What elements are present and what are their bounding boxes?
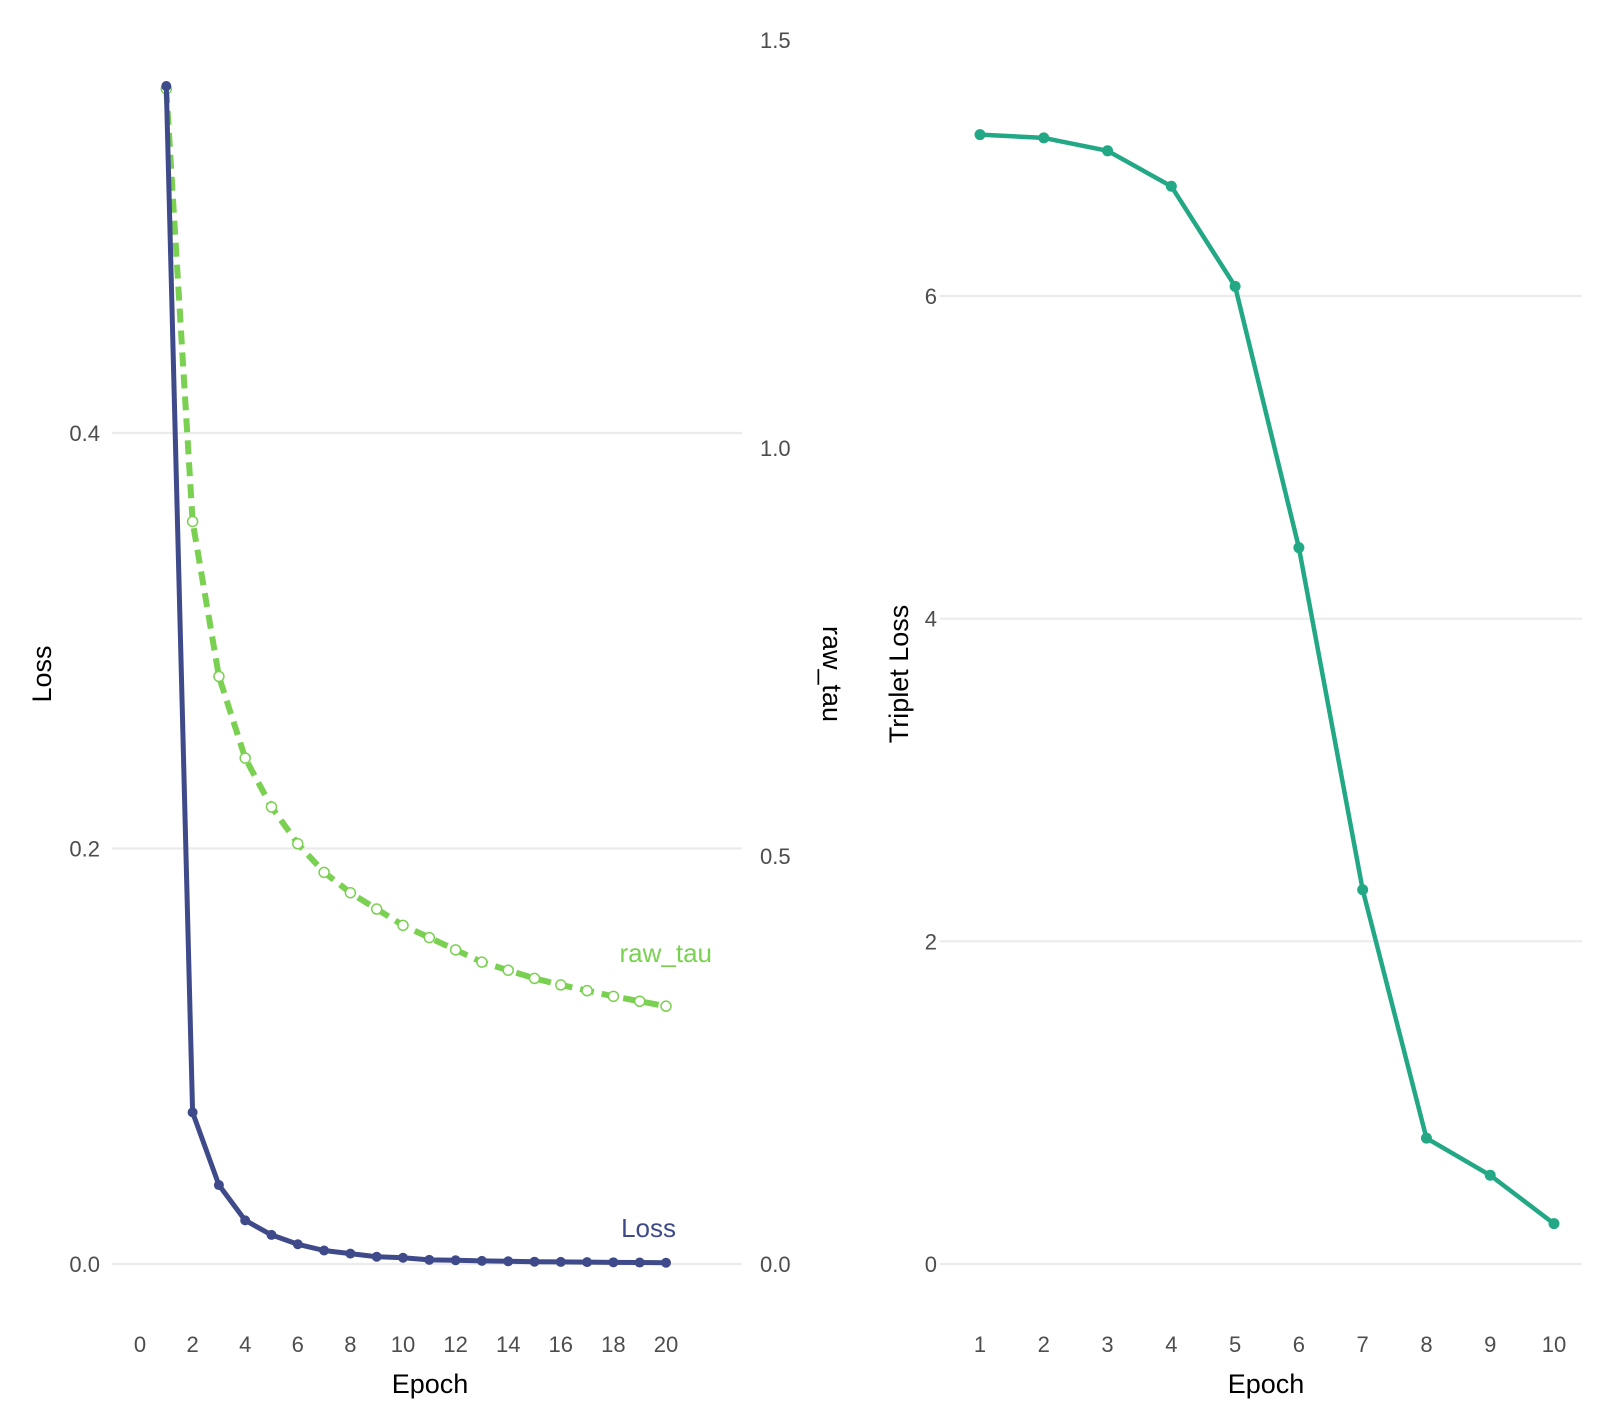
loss-point <box>424 1254 435 1265</box>
loss-point <box>503 1256 514 1267</box>
loss-series-line <box>163 85 667 1266</box>
loss-point <box>213 1180 224 1191</box>
triplet-loss-point <box>1357 884 1369 896</box>
loss-y-axis-title: Loss <box>27 645 57 702</box>
raw-tau-series-line <box>163 88 667 1010</box>
loss-point <box>345 1248 356 1259</box>
loss-y-tick-label: 0.2 <box>69 837 100 862</box>
triplet-loss-point <box>1102 145 1114 157</box>
raw-tau-point <box>344 886 357 899</box>
raw-tau-point <box>449 944 462 956</box>
loss-point <box>476 1255 487 1266</box>
loss-point <box>240 1215 251 1226</box>
triplet-loss-panel: 0 2 4 6 1 2 3 4 5 6 7 8 9 10 Epoch Triplet Loss <box>884 129 1582 1399</box>
raw-tau-point <box>476 956 488 968</box>
loss-point <box>529 1256 540 1267</box>
loss-point <box>187 1107 198 1118</box>
triplet-x-tick-label: 1 <box>974 1332 986 1357</box>
raw-tau-point <box>318 866 330 879</box>
raw-tau-point <box>213 670 225 683</box>
triplet-loss-point <box>974 129 986 141</box>
raw-tau-point <box>660 1000 672 1012</box>
raw-tau-point <box>292 838 304 850</box>
loss-point <box>450 1255 461 1266</box>
loss-y-tick-label: 0.0 <box>69 1252 100 1277</box>
raw-tau-y-tick-label: 0.0 <box>760 1252 791 1277</box>
loss-x-tick-label: 6 <box>292 1332 304 1357</box>
loss-raw-tau-panel: 0.0 0.2 0.4 0.0 0.5 1.0 1.5 0 2 4 6 8 10 12 14 16 18 20 Ep… <box>27 28 847 1399</box>
triplet-x-tick-label: 6 <box>1293 1332 1305 1357</box>
triplet-x-tick-label: 7 <box>1357 1332 1369 1357</box>
loss-point <box>319 1245 330 1256</box>
triplet-loss-point <box>1165 180 1177 192</box>
raw-tau-y-tick-label: 1.0 <box>760 436 791 461</box>
raw-tau-point <box>528 972 541 985</box>
raw-tau-point <box>581 984 593 997</box>
triplet-y-tick-label: 6 <box>925 284 937 309</box>
loss-point <box>608 1257 619 1268</box>
loss-x-axis-title: Epoch <box>392 1369 469 1399</box>
loss-point <box>371 1251 382 1262</box>
triplet-x-tick-label: 2 <box>1038 1332 1050 1357</box>
triplet-x-tick-label: 5 <box>1229 1332 1241 1357</box>
triplet-loss-point <box>1548 1218 1560 1230</box>
triplet-y-tick-label: 2 <box>925 929 937 954</box>
triplet-x-tick-label: 9 <box>1484 1332 1496 1357</box>
raw-tau-point <box>397 919 409 932</box>
raw-tau-point <box>423 931 436 944</box>
raw-tau-point <box>370 903 383 915</box>
loss-point <box>555 1256 566 1267</box>
triplet-x-axis-title: Epoch <box>1228 1369 1305 1399</box>
triplet-x-tick-label: 8 <box>1420 1332 1432 1357</box>
triplet-loss-point <box>1229 280 1241 292</box>
loss-x-tick-label: 12 <box>443 1332 467 1357</box>
triplet-loss-point <box>1293 542 1305 554</box>
loss-x-tick-label: 20 <box>654 1332 678 1357</box>
loss-point <box>161 81 172 92</box>
raw-tau-point <box>555 979 567 991</box>
loss-point <box>398 1252 408 1263</box>
raw-tau-y-axis-title: raw_tau <box>817 626 847 722</box>
loss-x-tick-label: 16 <box>549 1332 573 1357</box>
raw-tau-y-tick-label: 1.5 <box>760 28 791 53</box>
triplet-loss-point <box>1484 1169 1496 1181</box>
raw-tau-point <box>502 964 514 976</box>
raw-tau-point <box>186 515 199 528</box>
triplet-y-tick-label: 4 <box>925 607 937 632</box>
loss-point <box>582 1257 593 1268</box>
loss-x-tick-label: 0 <box>134 1332 146 1357</box>
loss-point <box>661 1257 671 1268</box>
raw-tau-series-label: raw_tau <box>620 938 713 968</box>
loss-point <box>292 1239 303 1250</box>
triplet-y-axis-title: Triplet Loss <box>884 605 914 744</box>
raw-tau-point <box>633 995 646 1007</box>
triplet-y-tick-label: 0 <box>925 1252 937 1277</box>
triplet-x-tick-label: 3 <box>1101 1332 1113 1357</box>
loss-point <box>266 1229 277 1240</box>
triplet-loss-point <box>1038 132 1050 144</box>
raw-tau-point <box>265 801 278 813</box>
loss-series-label: Loss <box>621 1213 676 1243</box>
triplet-loss-series-line <box>979 132 1556 1226</box>
loss-x-tick-label: 14 <box>496 1332 520 1357</box>
triplet-x-tick-label: 10 <box>1542 1332 1566 1357</box>
triplet-x-tick-label: 4 <box>1165 1332 1177 1357</box>
loss-x-tick-label: 8 <box>344 1332 356 1357</box>
loss-x-tick-label: 4 <box>239 1332 251 1357</box>
loss-x-tick-label: 2 <box>186 1332 198 1357</box>
raw-tau-y-tick-label: 0.5 <box>760 844 791 869</box>
raw-tau-point <box>607 990 620 1003</box>
loss-y-tick-label: 0.4 <box>69 421 100 446</box>
loss-x-tick-label: 10 <box>391 1332 415 1357</box>
loss-point <box>634 1257 645 1268</box>
loss-x-tick-label: 18 <box>601 1332 625 1357</box>
raw-tau-point <box>239 752 251 764</box>
triplet-loss-point <box>1420 1132 1432 1144</box>
